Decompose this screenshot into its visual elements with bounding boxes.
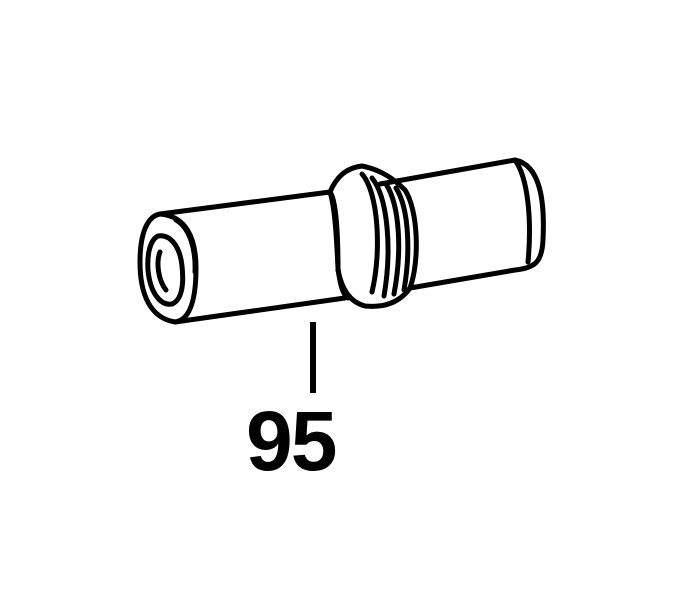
collar-groove-2 xyxy=(369,175,391,299)
left-end-bore xyxy=(145,233,186,307)
right-end-face xyxy=(512,157,532,265)
part-number-label: 95 xyxy=(246,394,337,488)
collar-groove-1 xyxy=(359,171,380,295)
collar-groove-4 xyxy=(393,185,411,293)
left-end-bore-inner xyxy=(155,249,169,293)
left-cylinder-neck xyxy=(327,189,351,301)
left-cylinder-bottom xyxy=(172,295,348,325)
collar-outline xyxy=(327,163,419,309)
right-cylinder-body xyxy=(377,157,546,291)
left-chamfer-line xyxy=(173,217,198,275)
collar-groove-3 xyxy=(383,181,402,297)
